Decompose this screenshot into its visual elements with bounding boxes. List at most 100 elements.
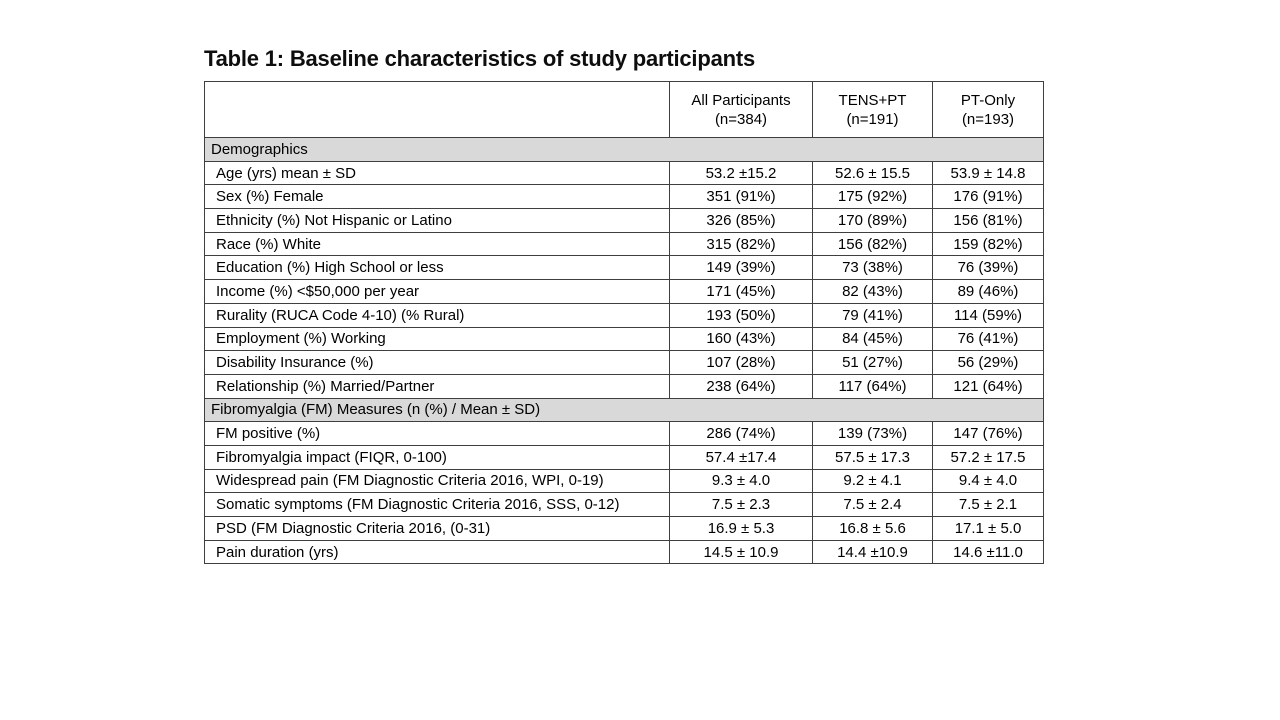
cell-value: 57.4 ±17.4 [669, 444, 813, 470]
cell-value: 17.1 ± 5.0 [932, 516, 1044, 541]
section-header-label: Demographics [204, 137, 1044, 162]
cell-value: 7.5 ± 2.1 [932, 492, 1044, 517]
table-row: Employment (%) Working 160 (43%) 84 (45%) 7… [204, 326, 1044, 352]
column-label: TENS+PT [838, 91, 907, 109]
cell-value: 57.5 ± 17.3 [812, 444, 933, 470]
cell-value: 53.9 ± 14.8 [932, 160, 1044, 186]
section-header-label: Fibromyalgia (FM) Measures (n (%) / Mean… [204, 397, 1044, 423]
table-row: Income (%) <$50,000 per year 171 (45%) 82 … [204, 279, 1044, 304]
cell-value: 14.4 ±10.9 [812, 539, 933, 565]
cell-value: 16.8 ± 5.6 [812, 516, 933, 541]
cell-value: 84 (45%) [812, 326, 933, 352]
cell-value: 326 (85%) [669, 208, 813, 233]
row-label: Sex (%) Female [204, 184, 670, 210]
cell-value: 89 (46%) [932, 279, 1044, 304]
table-row: Ethnicity (%) Not Hispanic or Latino 326 … [204, 208, 1044, 233]
cell-value: 147 (76%) [932, 421, 1044, 446]
cell-value: 79 (41%) [812, 302, 933, 328]
table-row: Somatic symptoms (FM Diagnostic Criteria… [204, 492, 1044, 517]
table-row: Widespread pain (FM Diagnostic Criteria … [204, 468, 1044, 494]
cell-value: 351 (91%) [669, 184, 813, 210]
table-row: Disability Insurance (%) 107 (28%) 51 (27%… [204, 350, 1044, 375]
cell-value: 7.5 ± 2.3 [669, 492, 813, 517]
row-label: Education (%) High School or less [204, 255, 670, 281]
row-label: Disability Insurance (%) [204, 350, 670, 375]
cell-value: 175 (92%) [812, 184, 933, 210]
row-label: PSD (FM Diagnostic Criteria 2016, (0-31) [204, 516, 670, 541]
row-label: Rurality (RUCA Code 4-10) (% Rural) [204, 302, 670, 328]
cell-value: 238 (64%) [669, 373, 813, 399]
table-row: Relationship (%) Married/Partner 238 (64%… [204, 373, 1044, 399]
row-label: Relationship (%) Married/Partner [204, 373, 670, 399]
table-row: PSD (FM Diagnostic Criteria 2016, (0-31)… [204, 516, 1044, 541]
column-label: All Participants [691, 91, 791, 109]
row-label: FM positive (%) [204, 421, 670, 446]
row-label: Fibromyalgia impact (FIQR, 0-100) [204, 444, 670, 470]
cell-value: 315 (82%) [669, 231, 813, 257]
cell-value: 76 (39%) [932, 255, 1044, 281]
cell-value: 156 (81%) [932, 208, 1044, 233]
cell-value: 82 (43%) [812, 279, 933, 304]
table-row: Sex (%) Female 351 (91%) 175 (92%) 176 (91%… [204, 184, 1044, 210]
section-header-row: Demographics [204, 137, 1044, 162]
column-label: PT-Only [960, 91, 1016, 109]
table-body: Demographics Age (yrs) mean ± SD 53.2 ±15.… [204, 137, 1044, 565]
table-header: All Participants (n=384) TENS+PT (n=191)… [204, 81, 1044, 138]
cell-value: 107 (28%) [669, 350, 813, 375]
row-label: Age (yrs) mean ± SD [204, 160, 670, 186]
cell-value: 156 (82%) [812, 231, 933, 257]
cell-value: 286 (74%) [669, 421, 813, 446]
header-cell-tens-pt: TENS+PT (n=191) [812, 81, 933, 138]
cell-value: 149 (39%) [669, 255, 813, 281]
row-label: Ethnicity (%) Not Hispanic or Latino [204, 208, 670, 233]
cell-value: 7.5 ± 2.4 [812, 492, 933, 517]
cell-value: 193 (50%) [669, 302, 813, 328]
header-cell-pt-only: PT-Only (n=193) [932, 81, 1044, 138]
cell-value: 16.9 ± 5.3 [669, 516, 813, 541]
header-cell-empty [204, 81, 670, 138]
table-row: Pain duration (yrs) 14.5 ± 10.9 14.4 ±10.9… [204, 539, 1044, 565]
cell-value: 73 (38%) [812, 255, 933, 281]
cell-value: 52.6 ± 15.5 [812, 160, 933, 186]
header-row: All Participants (n=384) TENS+PT (n=191)… [204, 81, 1044, 138]
table-row: Age (yrs) mean ± SD 53.2 ±15.2 52.6 ± 15.5… [204, 160, 1044, 186]
row-label: Widespread pain (FM Diagnostic Criteria … [204, 468, 670, 494]
cell-value: 9.3 ± 4.0 [669, 468, 813, 494]
cell-value: 14.6 ±11.0 [932, 539, 1044, 565]
table-row: Fibromyalgia impact (FIQR, 0-100) 57.4 ±1… [204, 444, 1044, 470]
cell-value: 114 (59%) [932, 302, 1044, 328]
column-sublabel: (n=384) [714, 110, 768, 128]
cell-value: 51 (27%) [812, 350, 933, 375]
table-row: Rurality (RUCA Code 4-10) (% Rural) 193 (… [204, 302, 1044, 328]
cell-value: 121 (64%) [932, 373, 1044, 399]
row-label: Somatic symptoms (FM Diagnostic Criteria… [204, 492, 670, 517]
section-header-row: Fibromyalgia (FM) Measures (n (%) / Mean… [204, 397, 1044, 423]
table-title: Table 1: Baseline characteristics of stu… [204, 46, 756, 71]
cell-value: 160 (43%) [669, 326, 813, 352]
row-label: Employment (%) Working [204, 326, 670, 352]
cell-value: 9.4 ± 4.0 [932, 468, 1044, 494]
cell-value: 57.2 ± 17.5 [932, 444, 1044, 470]
cell-value: 170 (89%) [812, 208, 933, 233]
table-row: Race (%) White 315 (82%) 156 (82%) 159 (82%… [204, 231, 1044, 257]
cell-value: 76 (41%) [932, 326, 1044, 352]
table-row: FM positive (%) 286 (74%) 139 (73%) 147 (76… [204, 421, 1044, 446]
cell-value: 176 (91%) [932, 184, 1044, 210]
cell-value: 117 (64%) [812, 373, 933, 399]
cell-value: 9.2 ± 4.1 [812, 468, 933, 494]
cell-value: 14.5 ± 10.9 [669, 539, 813, 565]
cell-value: 139 (73%) [812, 421, 933, 446]
column-sublabel: (n=193) [961, 110, 1015, 128]
row-label: Income (%) <$50,000 per year [204, 279, 670, 304]
cell-value: 56 (29%) [932, 350, 1044, 375]
cell-value: 159 (82%) [932, 231, 1044, 257]
row-label: Race (%) White [204, 231, 670, 257]
baseline-characteristics-table: All Participants (n=384) TENS+PT (n=191)… [204, 81, 1044, 565]
header-cell-all-participants: All Participants (n=384) [669, 81, 813, 138]
cell-value: 171 (45%) [669, 279, 813, 304]
column-sublabel: (n=191) [846, 110, 899, 128]
cell-value: 53.2 ±15.2 [669, 160, 813, 186]
row-label: Pain duration (yrs) [204, 539, 670, 565]
table-row: Education (%) High School or less 149 (39… [204, 255, 1044, 281]
